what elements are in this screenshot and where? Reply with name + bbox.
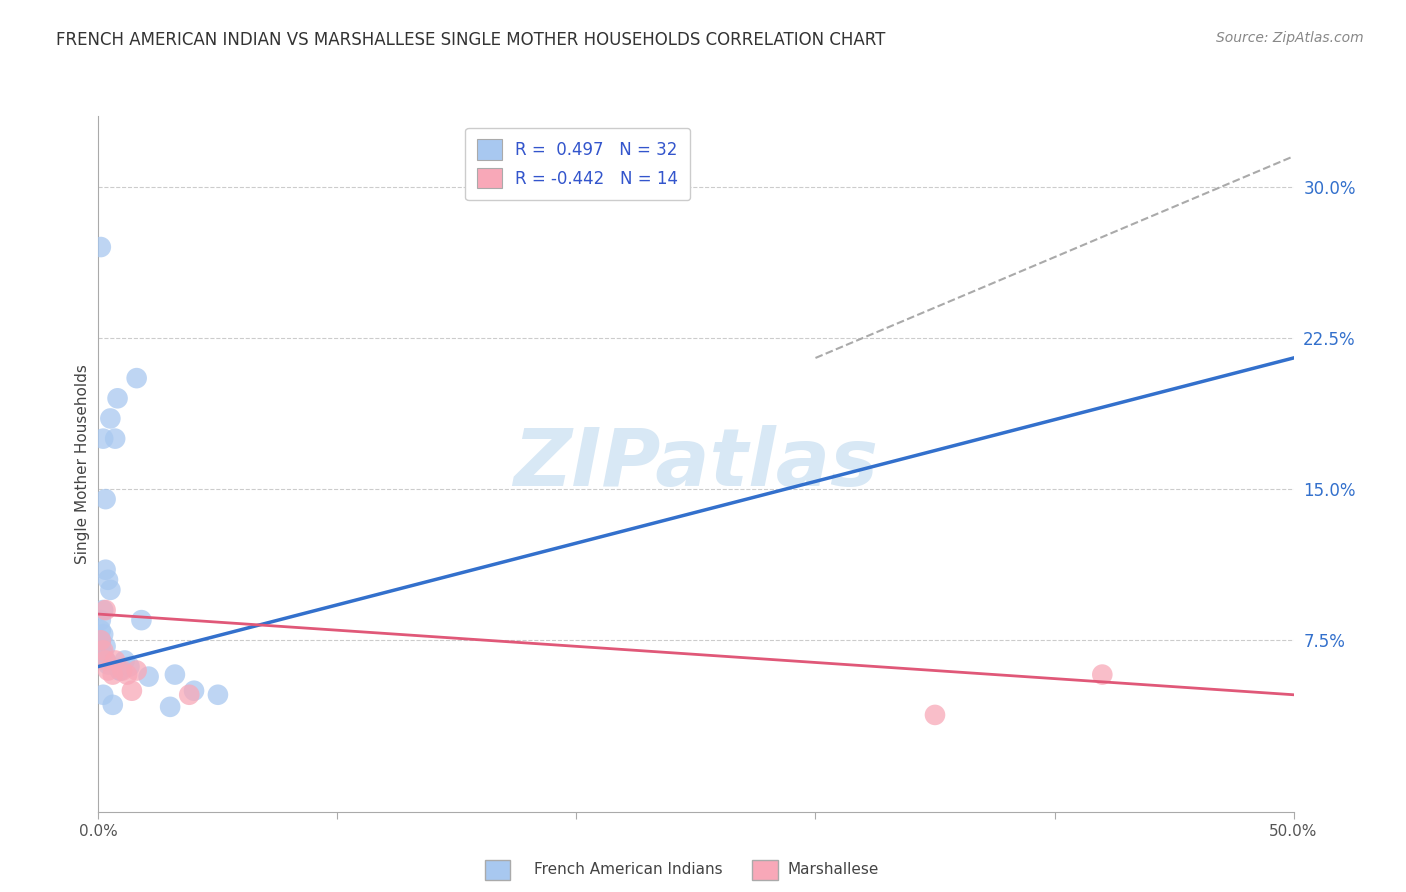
Point (118, 659, 141, 673)
Point (91, 603, 114, 617)
Point (94, 640, 117, 654)
Point (114, 653, 136, 667)
Point (98, 411, 122, 425)
Text: ZIPatlas: ZIPatlas (513, 425, 879, 503)
Point (131, 613, 153, 627)
Point (90, 633, 112, 648)
Text: Marshallese: Marshallese (787, 863, 879, 877)
Point (94, 563, 117, 577)
Point (91, 643, 114, 657)
Point (108, 664, 131, 678)
Point (97, 664, 120, 678)
Point (94, 653, 117, 667)
Point (97, 573, 120, 587)
Point (90, 633, 112, 648)
Point (91, 688, 114, 702)
Point (98, 582, 122, 597)
Point (125, 664, 148, 678)
Point (94, 653, 117, 667)
Point (90, 637, 112, 651)
Text: French American Indians: French American Indians (534, 863, 723, 877)
Point (159, 699, 181, 714)
Point (111, 664, 134, 678)
Point (94, 492, 117, 507)
Point (107, 392, 129, 406)
Point (108, 664, 131, 678)
Point (90, 624, 112, 638)
Legend: R =  0.497   N = 32, R = -0.442   N = 14: R = 0.497 N = 32, R = -0.442 N = 14 (465, 128, 690, 200)
Point (90, 613, 112, 627)
Point (97, 657, 120, 672)
Point (101, 667, 124, 681)
Point (1091, 667, 1114, 681)
Y-axis label: Single Mother Households: Single Mother Households (75, 364, 90, 564)
Point (121, 683, 143, 698)
Point (115, 667, 138, 681)
Point (101, 698, 124, 712)
Point (179, 688, 201, 702)
Point (138, 670, 160, 684)
Point (91, 648, 114, 662)
Point (90, 240, 112, 254)
Point (104, 653, 127, 667)
Point (91, 627, 114, 641)
Point (125, 371, 148, 385)
Point (163, 667, 186, 681)
Text: FRENCH AMERICAN INDIAN VS MARSHALLESE SINGLE MOTHER HOUSEHOLDS CORRELATION CHART: FRENCH AMERICAN INDIAN VS MARSHALLESE SI… (56, 31, 886, 49)
Point (183, 683, 205, 698)
Text: Source: ZipAtlas.com: Source: ZipAtlas.com (1216, 31, 1364, 45)
Point (924, 707, 946, 722)
Point (207, 688, 229, 702)
Point (104, 432, 127, 446)
Point (94, 603, 117, 617)
Point (91, 432, 114, 446)
